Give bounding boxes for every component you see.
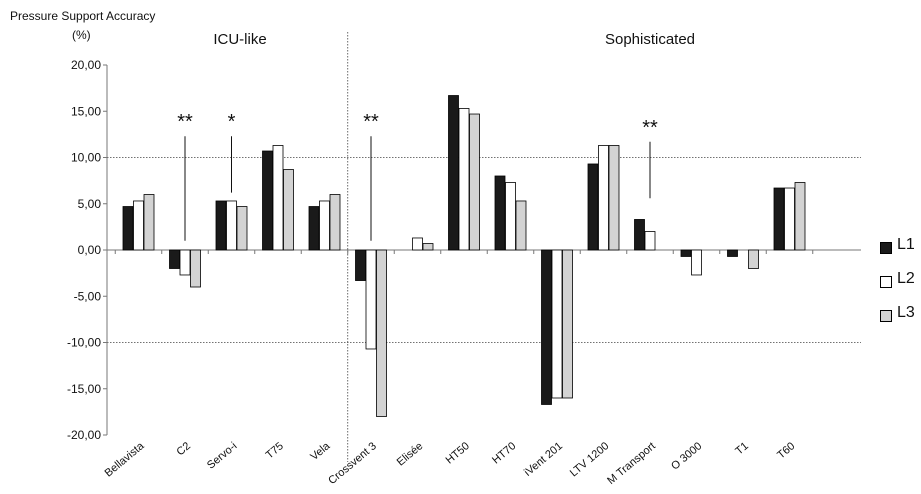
bar-l2 — [133, 200, 144, 251]
bar-l1 — [680, 249, 692, 257]
y-tick-label: 20,00 — [71, 58, 101, 72]
bar-l3 — [515, 200, 527, 251]
x-tick-label: Servo-i — [205, 440, 239, 472]
bar-l3 — [422, 243, 434, 251]
x-tick-label: O 3000 — [669, 440, 704, 472]
bar-l1 — [308, 206, 320, 251]
annotation-marker: * — [228, 111, 236, 133]
y-tick-label: 10,00 — [71, 151, 101, 165]
bar-l2 — [365, 249, 377, 350]
x-tick-label: Vela — [308, 440, 333, 464]
y-axis-title: Pressure Support Accuracy — [10, 9, 156, 23]
x-tick-label: Bellavista — [103, 440, 147, 480]
bar-l3 — [562, 249, 573, 399]
bar-l3 — [236, 206, 248, 251]
annotation-marker: ** — [363, 111, 379, 133]
bar-l2 — [272, 145, 284, 251]
x-tick-label: T75 — [264, 440, 286, 461]
bar-l3 — [190, 249, 201, 288]
bar-l3 — [608, 145, 620, 251]
bar-l2 — [505, 182, 516, 251]
bar-l3 — [794, 182, 806, 251]
y-tick-label: 5,00 — [78, 197, 102, 211]
bar-l1 — [541, 249, 552, 405]
bar-l3 — [283, 169, 294, 251]
legend-label-l1: L1 — [897, 236, 915, 253]
bar-l2 — [644, 231, 656, 251]
bar-l3 — [748, 249, 759, 269]
bar-l1 — [773, 187, 785, 251]
bar-l3 — [143, 194, 155, 251]
y-axis-unit: (%) — [72, 28, 91, 42]
x-tick-label: Elisée — [395, 440, 426, 468]
bar-l2 — [179, 249, 191, 276]
bar-l2 — [691, 249, 702, 276]
group-title-icu-like: ICU-like — [213, 31, 267, 48]
x-tick-label: Crossvent 3 — [326, 440, 379, 487]
bar-l2 — [458, 108, 470, 251]
bar-l3 — [469, 113, 480, 251]
bar-l2 — [226, 200, 237, 251]
y-tick-label: 15,00 — [71, 104, 101, 118]
x-tick-label: LTV 1200 — [568, 440, 612, 479]
y-tick-label: -15,00 — [67, 382, 101, 396]
annotation-marker: ** — [642, 117, 658, 139]
bar-l1 — [355, 249, 366, 281]
x-tick-label: T1 — [733, 440, 751, 457]
bar-l2 — [551, 249, 563, 399]
x-tick-label: iVent 201 — [522, 440, 565, 479]
y-tick-label: -5,00 — [74, 289, 102, 303]
bar-l1 — [262, 150, 273, 251]
x-tick-label: HT50 — [444, 440, 472, 466]
legend-label-l3: L3 — [897, 304, 915, 321]
bar-l1 — [494, 175, 506, 251]
bar-l1 — [727, 249, 738, 257]
bar-l2 — [784, 187, 795, 251]
legend-swatch-l2 — [880, 276, 892, 288]
bar-l1 — [169, 249, 180, 269]
x-tick-label: M Transport — [605, 440, 658, 487]
x-tick-label: C2 — [174, 440, 192, 458]
bar-l1 — [215, 200, 227, 251]
bar-l1 — [587, 163, 599, 251]
y-tick-label: -20,00 — [67, 428, 101, 442]
bar-l1 — [448, 95, 459, 251]
group-title-sophisticated: Sophisticated — [604, 31, 696, 48]
bar-l1 — [122, 206, 134, 251]
y-tick-label: -10,00 — [67, 336, 101, 350]
bar-l2 — [319, 200, 330, 251]
legend-swatch-l3 — [880, 310, 892, 322]
x-tick-label: HT70 — [490, 440, 518, 466]
legend-swatch-l1 — [880, 242, 892, 254]
y-tick-label: 0,00 — [78, 243, 102, 257]
bar-l1 — [634, 219, 645, 251]
bar-l3 — [376, 249, 387, 417]
bar-l2 — [598, 145, 609, 251]
legend-label-l2: L2 — [897, 270, 915, 287]
bar-l3 — [329, 194, 341, 251]
x-tick-label: T60 — [775, 440, 797, 461]
annotation-marker: ** — [177, 111, 193, 133]
bar-l2 — [412, 237, 423, 251]
